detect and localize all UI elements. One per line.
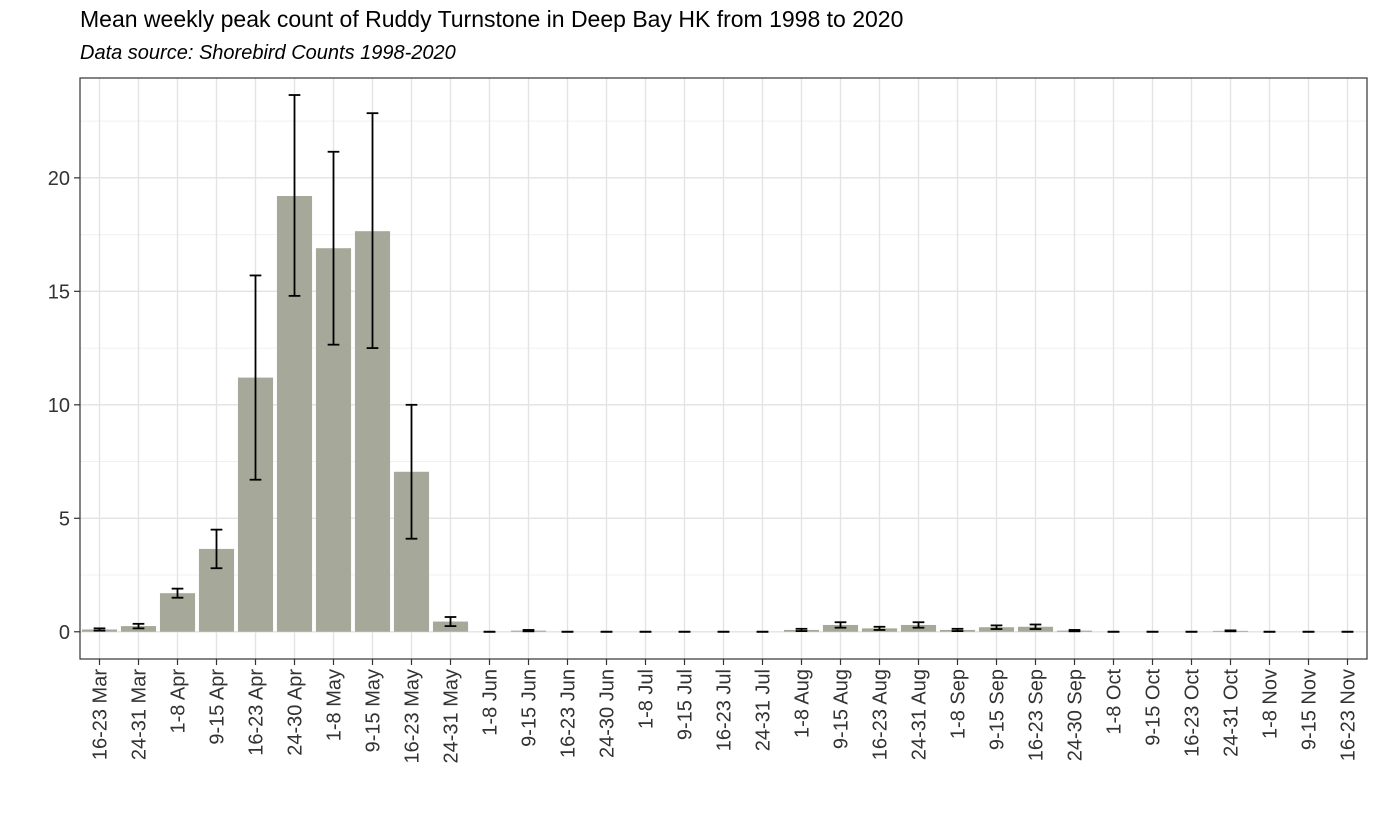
x-tick-label: 16-23 Sep: [1026, 669, 1048, 761]
error-bar-6: [327, 150, 340, 346]
error-bar-29: [1224, 629, 1237, 633]
x-tick-label: 1-8 Aug: [792, 669, 814, 738]
x-tick-label: 1-8 Apr: [168, 669, 190, 734]
y-tick-label: 0: [59, 622, 70, 644]
error-bar-0: [93, 627, 106, 632]
error-bar-18: [795, 627, 808, 632]
error-bar-7: [366, 112, 379, 349]
x-tick-label: 1-8 Nov: [1260, 669, 1282, 739]
chart-title: Mean weekly peak count of Ruddy Turnston…: [80, 6, 904, 32]
x-tick-label: 16-23 Aug: [870, 669, 892, 760]
x-tick-label: 24-31 Mar: [129, 669, 151, 760]
x-tick-label: 1-8 Jun: [480, 669, 502, 736]
x-tick-label: 9-15 Oct: [1143, 669, 1165, 746]
y-tick-label: 20: [48, 168, 70, 190]
error-bar-20: [873, 625, 886, 631]
y-tick-label: 15: [48, 281, 70, 303]
x-tick-label: 1-8 Oct: [1104, 669, 1126, 735]
error-bar-1: [132, 622, 145, 630]
x-tick-label: 16-23 Nov: [1338, 669, 1360, 761]
x-tick-label: 16-23 Jul: [714, 669, 736, 751]
error-bar-2: [171, 587, 184, 599]
error-bar-24: [1029, 623, 1042, 630]
error-bar-8: [405, 403, 418, 540]
error-bar-5: [288, 94, 301, 297]
x-tick-label: 16-23 Jun: [558, 669, 580, 758]
x-tick-label: 16-23 Oct: [1182, 669, 1204, 757]
error-bar-22: [951, 627, 964, 632]
bar-2: [159, 593, 196, 632]
x-tick-label: 16-23 Mar: [90, 669, 112, 760]
x-tick-label: 24-31 Oct: [1221, 669, 1243, 757]
error-bar-11: [522, 629, 535, 633]
error-bar-19: [834, 621, 847, 629]
error-bar-21: [912, 621, 925, 629]
error-bars: [93, 94, 1354, 633]
error-bar-3: [210, 528, 223, 570]
x-tick-label: 9-15 May: [363, 669, 385, 752]
x-tick-label: 9-15 Jul: [675, 669, 697, 740]
y-axis: 0 5 10 15 20: [48, 168, 80, 644]
x-tick-label: 24-30 Apr: [285, 669, 307, 756]
x-tick-label: 1-8 Sep: [948, 669, 970, 739]
x-axis: 16-23 Mar 24-31 Mar 1-8 Apr 9-15 Apr 16-23 A…: [90, 659, 1360, 764]
chart-subtitle: Data source: Shorebird Counts 1998-2020: [80, 42, 456, 64]
x-tick-label: 24-31 Aug: [909, 669, 931, 760]
x-tick-label: 9-15 Sep: [987, 669, 1009, 750]
error-bar-23: [990, 624, 1003, 630]
x-tick-label: 9-15 Jun: [519, 669, 541, 747]
x-tick-label: 16-23 Apr: [246, 669, 268, 756]
x-tick-label: 9-15 Apr: [207, 669, 229, 745]
y-tick-label: 5: [59, 508, 70, 530]
x-tick-label: 24-31 May: [441, 669, 463, 764]
x-tick-label: 24-31 Jul: [753, 669, 775, 751]
x-tick-label: 1-8 Jul: [636, 669, 658, 729]
x-tick-label: 16-23 May: [402, 669, 424, 764]
error-bar-9: [444, 616, 457, 627]
error-bar-4: [249, 274, 262, 481]
y-tick-label: 10: [48, 395, 70, 417]
x-tick-label: 9-15 Aug: [831, 669, 853, 749]
x-tick-label: 9-15 Nov: [1299, 669, 1321, 750]
x-tick-label: 1-8 May: [324, 669, 346, 741]
x-tick-label: 24-30 Sep: [1065, 669, 1087, 761]
error-bar-25: [1068, 629, 1081, 633]
x-tick-label: 24-30 Jun: [597, 669, 619, 758]
